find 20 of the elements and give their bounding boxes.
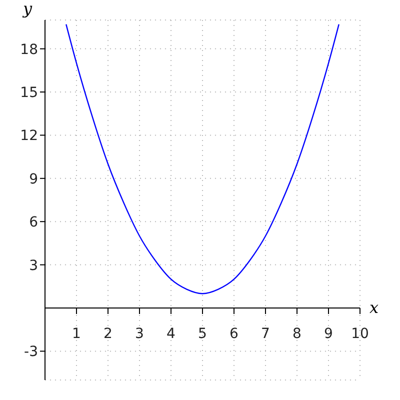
y-tick-label: 3 bbox=[29, 258, 38, 274]
x-tick-label: 9 bbox=[324, 326, 333, 342]
x-tick-label: 1 bbox=[72, 326, 81, 342]
y-tick-label: -3 bbox=[24, 344, 38, 360]
y-tick-label: 18 bbox=[20, 42, 38, 58]
y-tick-label: 9 bbox=[29, 171, 38, 188]
x-tick-label: 4 bbox=[166, 326, 176, 342]
x-tick-label: 10 bbox=[351, 326, 369, 342]
y-tick-label: 12 bbox=[20, 128, 38, 144]
x-tick-label: 2 bbox=[104, 326, 112, 342]
x-tick-label: 5 bbox=[198, 326, 207, 342]
x-axis-title: x bbox=[369, 298, 379, 317]
line-series bbox=[66, 24, 340, 294]
x-tick-label: 7 bbox=[261, 326, 270, 342]
x-tick-label: 6 bbox=[230, 326, 239, 342]
y-tick-label: 6 bbox=[29, 214, 38, 231]
y-tick-label: 15 bbox=[20, 84, 38, 101]
x-tick-label: 3 bbox=[135, 326, 144, 342]
x-tick-label: 8 bbox=[292, 326, 302, 342]
y-axis-title: y bbox=[22, 0, 33, 18]
